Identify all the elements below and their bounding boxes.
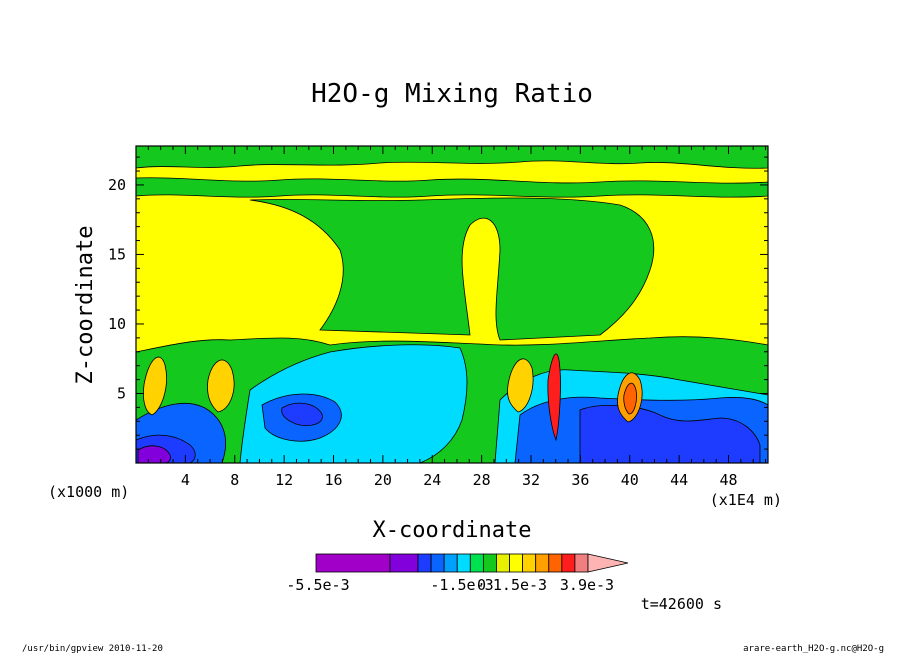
- y-tick-label: 15: [108, 245, 126, 263]
- colorbar-swatch: [522, 553, 537, 573]
- x-tick-label: 4: [181, 471, 190, 489]
- colorbar-swatch: [417, 553, 432, 573]
- colorbar-label: 3.9e-3: [560, 576, 614, 594]
- x-tick-label: 48: [719, 471, 737, 489]
- colorbar-label: 1.5e-3: [493, 576, 547, 594]
- x-tick-label: 24: [423, 471, 441, 489]
- colorbar-labels: -5.5e-3 -1.5e-30 1.5e-3 3.9e-3: [286, 576, 614, 594]
- x-tick-label: 36: [571, 471, 589, 489]
- x-unit-right: (x1E4 m): [710, 491, 782, 509]
- colorbar-swatch: [561, 553, 576, 573]
- field-orange-2: [207, 359, 235, 413]
- field-orange-1: [143, 356, 167, 416]
- x-unit-left: (x1000 m): [48, 483, 129, 501]
- field-top-band-2: [136, 177, 768, 198]
- x-tick-label: 28: [473, 471, 491, 489]
- colorbar-swatch: [430, 553, 445, 573]
- contour-field: [136, 146, 768, 463]
- field-darkblue-2: [281, 402, 323, 426]
- x-tick-label: 40: [621, 471, 639, 489]
- x-tick-label: 44: [670, 471, 688, 489]
- x-tick-label: 12: [275, 471, 293, 489]
- y-tick-label: 10: [108, 315, 126, 333]
- colorbar-swatch: [456, 553, 471, 573]
- y-ticks: 5 10 15 20: [108, 156, 768, 450]
- y-tick-label: 5: [117, 384, 126, 402]
- colorbar-swatch: [315, 553, 391, 573]
- colorbar-swatch: [389, 553, 419, 573]
- footer-right: arare-earth_H2O-g.nc@H2O-g: [743, 644, 884, 654]
- colorbar-swatch: [509, 553, 524, 573]
- colorbar-arrow: [587, 553, 629, 573]
- field-central-green: [249, 197, 655, 341]
- colorbar: [315, 553, 629, 573]
- colorbar-swatch: [574, 553, 589, 573]
- field-red-2: [623, 382, 637, 415]
- x-ticks: 4 8 12 16 20 24 28 32 36 40 44 48: [147, 146, 767, 489]
- x-axis-label: X-coordinate: [373, 518, 532, 543]
- time-label: t=42600 s: [641, 595, 722, 613]
- field-orange-3: [507, 358, 534, 413]
- colorbar-swatch: [469, 553, 484, 573]
- field-red-1: [547, 353, 561, 442]
- y-tick-label: 20: [108, 176, 126, 194]
- colorbar-swatch: [535, 553, 550, 573]
- x-tick-label: 32: [522, 471, 540, 489]
- x-tick-label: 8: [230, 471, 239, 489]
- colorbar-swatch: [482, 553, 497, 573]
- colorbar-swatch: [496, 553, 510, 573]
- colorbar-swatch: [443, 553, 458, 573]
- plot-frame: [135, 145, 769, 464]
- x-tick-label: 16: [324, 471, 342, 489]
- footer-left: /usr/bin/gpview 2010-11-20: [22, 644, 163, 654]
- chart-title: H2O-g Mixing Ratio: [311, 79, 593, 109]
- y-axis-label: Z-coordinate: [73, 226, 98, 385]
- field-top-band: [136, 146, 768, 169]
- colorbar-label: -1.5e-3: [430, 576, 493, 594]
- colorbar-label: 0: [477, 576, 486, 594]
- colorbar-swatch: [548, 553, 563, 573]
- x-tick-label: 20: [374, 471, 392, 489]
- colorbar-label: -5.5e-3: [286, 576, 349, 594]
